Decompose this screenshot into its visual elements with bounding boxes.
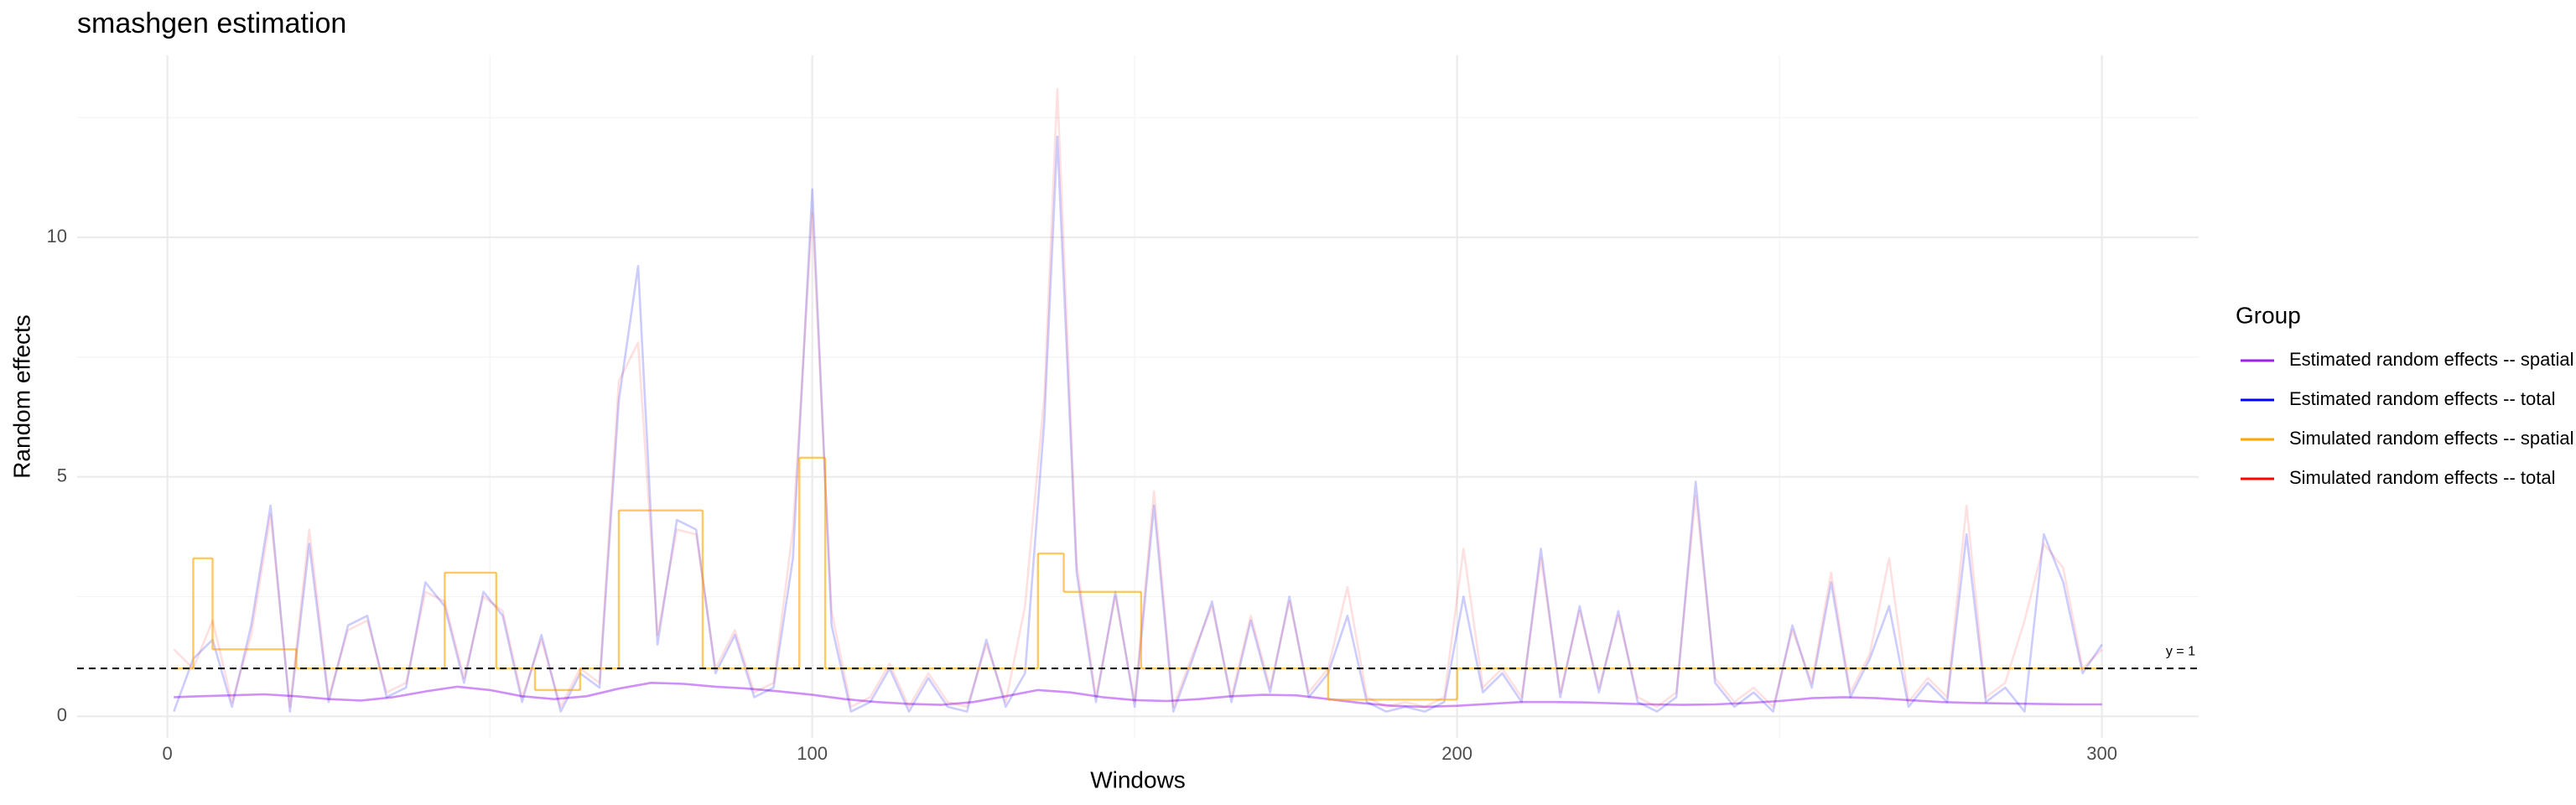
y-tick-label: 5 [57,465,67,486]
x-tick-label: 100 [797,743,828,764]
legend-label: Estimated random effects -- spatial [2289,349,2574,370]
legend-title: Group [2236,302,2301,328]
y-tick-label: 10 [47,226,67,247]
series-line [174,682,2102,709]
series-line [173,135,2103,713]
legend-label: Simulated random effects -- total [2289,467,2556,488]
x-tick-label: 200 [1441,743,1472,764]
series-line [173,87,2103,709]
reference-label: y = 1 [2166,644,2195,658]
y-tick-label: 0 [57,704,67,725]
legend-label: Simulated random effects -- spatial [2289,428,2574,449]
y-axis-title: Random effects [8,314,34,479]
legend-label: Estimated random effects -- total [2289,388,2556,409]
x-tick-label: 300 [2086,743,2117,764]
x-axis-title: Windows [1090,766,1186,792]
x-tick-label: 0 [163,743,173,764]
chart-title: smashgen estimation [77,8,346,39]
